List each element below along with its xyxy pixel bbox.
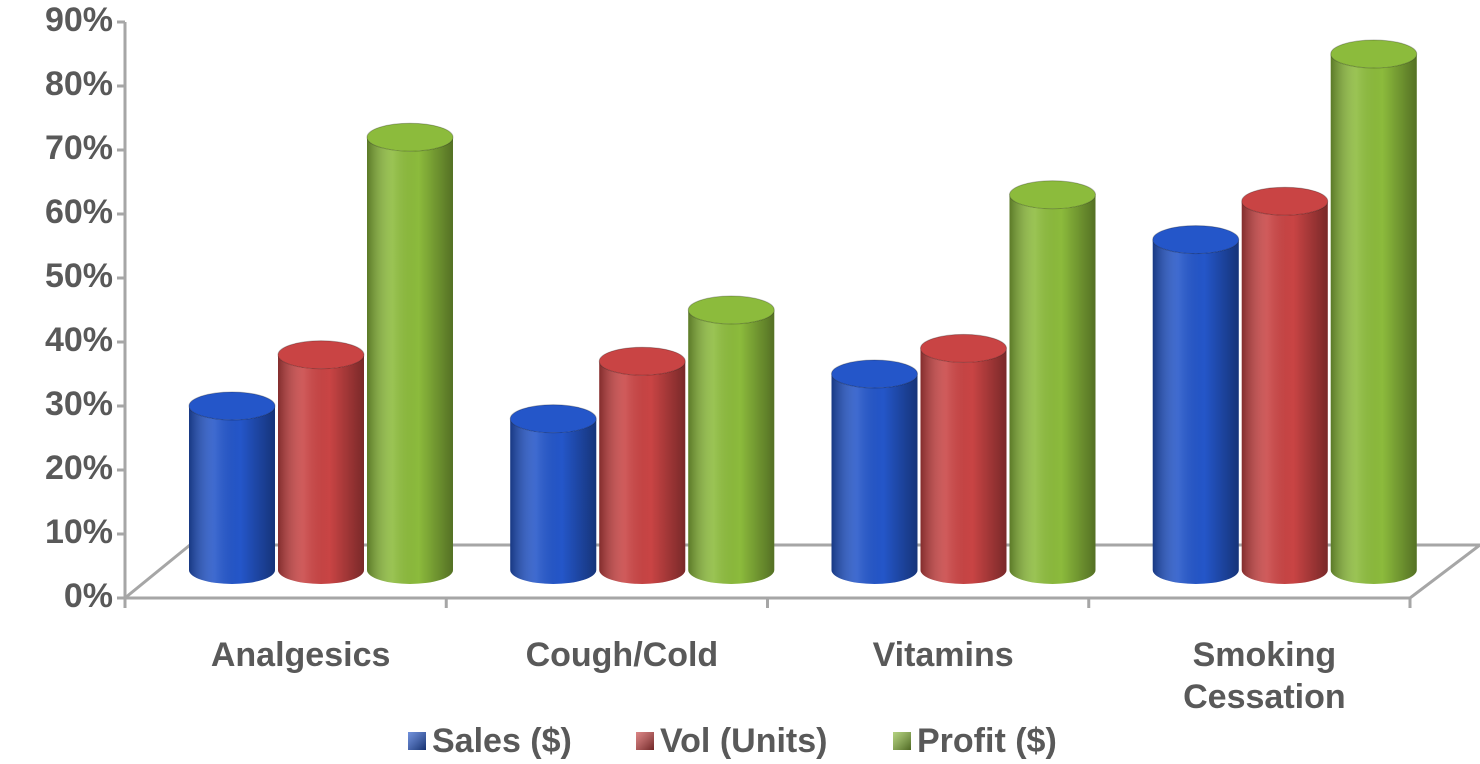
- bar-top: [1241, 186, 1329, 216]
- bar-top: [920, 333, 1007, 363]
- legend-label: Profit ($): [917, 722, 1057, 760]
- legend-swatch-shade: [408, 732, 426, 750]
- y-tick-label: 90%: [45, 1, 113, 39]
- bar-top: [277, 340, 365, 370]
- bar: [366, 122, 454, 584]
- legend-swatch-shade: [636, 732, 654, 750]
- bar: [188, 391, 276, 584]
- bar-shade: [189, 406, 275, 584]
- legend-label: Sales ($): [432, 722, 572, 760]
- bar-top: [831, 359, 918, 389]
- bar-shade: [688, 310, 775, 584]
- bar-shade: [920, 348, 1007, 584]
- y-tick-label: 40%: [45, 321, 113, 359]
- x-tick-label: Analgesics: [210, 636, 391, 674]
- y-tick-label: 80%: [45, 65, 113, 103]
- x-tick-label: Cough/Cold: [525, 636, 719, 674]
- bar-top: [366, 122, 454, 152]
- bar-top: [1009, 180, 1096, 210]
- y-tick-label: 30%: [45, 385, 113, 423]
- bar-shade: [510, 418, 597, 584]
- bar: [277, 340, 365, 584]
- legend-swatch-shade: [893, 732, 911, 750]
- bar-top: [598, 346, 686, 376]
- y-tick-label: 50%: [45, 257, 113, 295]
- floor: [120, 543, 1480, 600]
- bar-shade: [1152, 239, 1239, 584]
- bar-top: [1330, 39, 1418, 69]
- bar-shade: [831, 374, 918, 584]
- bar: [920, 333, 1007, 584]
- bar-top: [1152, 225, 1240, 255]
- bar: [509, 404, 597, 584]
- y-tick-label: 0%: [64, 577, 113, 615]
- x-tick-label: Smoking Cessation: [1183, 636, 1346, 716]
- bar: [1152, 225, 1240, 584]
- bar-top: [188, 391, 276, 421]
- bar: [687, 295, 775, 584]
- bar: [598, 346, 686, 584]
- bar-top: [687, 295, 775, 325]
- y-tick-label: 60%: [45, 193, 113, 231]
- y-tick-label: 20%: [45, 449, 113, 487]
- bar: [1009, 180, 1096, 585]
- bar-shade: [599, 361, 686, 584]
- bar-shade: [1330, 54, 1417, 584]
- bar-shade: [1241, 201, 1328, 584]
- bar-shade: [1009, 194, 1096, 585]
- bar-shade: [367, 137, 453, 584]
- y-tick-label: 10%: [45, 513, 113, 551]
- legend-label: Vol (Units): [660, 722, 827, 760]
- bar-shade: [278, 354, 364, 584]
- bar-top: [509, 404, 597, 434]
- bar: [1241, 186, 1329, 584]
- y-tick-label: 70%: [45, 129, 113, 167]
- bar: [831, 359, 918, 584]
- x-tick-label: Vitamins: [872, 636, 1014, 674]
- bar: [1330, 39, 1418, 584]
